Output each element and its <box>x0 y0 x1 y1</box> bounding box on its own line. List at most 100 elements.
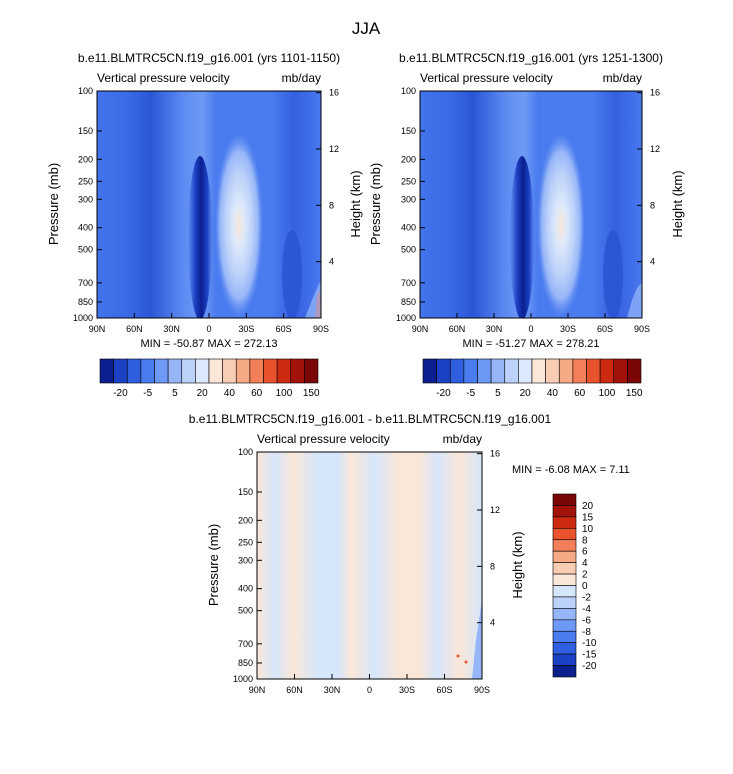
colorbar-label: 4 <box>582 558 588 569</box>
colorbar-swatch <box>518 358 533 384</box>
pressure-tick-label: 400 <box>401 223 416 233</box>
panel-right-units: mb/day <box>603 71 642 85</box>
latitude-tick-label: 0 <box>528 324 533 334</box>
colorbar-label: 6 <box>582 547 588 558</box>
latitude-tick-label: 0 <box>367 685 372 695</box>
colorbar-label: -20 <box>582 661 597 672</box>
panel-right-ylabel: Pressure (mb) <box>368 163 383 245</box>
latitude-tick-label: 60N <box>286 685 303 695</box>
pressure-tick-label: 100 <box>78 86 93 96</box>
colorbar-label: 8 <box>582 535 588 546</box>
colorbar-swatch <box>552 653 577 666</box>
latitude-tick-label: 90N <box>89 324 106 334</box>
height-tick-label: 8 <box>329 200 334 210</box>
colorbar-swatch <box>552 528 577 541</box>
latitude-tick-label: 60N <box>126 324 143 334</box>
pressure-tick-label: 150 <box>401 126 416 136</box>
colorbar-swatch <box>504 358 519 384</box>
colorbar-swatch <box>552 608 577 621</box>
colorbar-swatch <box>99 358 114 384</box>
colorbar-label: -4 <box>582 604 591 615</box>
panel-diff-pressure-ticks: 100 150 200 250 300 400 500 700 850 1000 16 12 8 4 90N… <box>233 447 500 695</box>
pressure-tick-label: 100 <box>401 86 416 96</box>
pressure-tick-label: 300 <box>238 555 253 565</box>
colorbar-swatch <box>545 358 560 384</box>
pressure-tick-label: 1000 <box>396 313 416 323</box>
panel-right-variable: Vertical pressure velocity <box>420 71 553 85</box>
height-tick-label: 12 <box>490 505 500 515</box>
colorbar-swatch <box>276 358 292 384</box>
height-tick-label: 4 <box>650 257 655 267</box>
colorbar-swatch <box>552 516 577 529</box>
colorbar-swatch <box>167 358 183 384</box>
colorbar-swatch <box>126 358 142 384</box>
colorbar-swatch <box>208 358 223 384</box>
colorbar-label: 60 <box>574 388 586 399</box>
colorbar-swatch <box>477 358 492 384</box>
panel-left-variable: Vertical pressure velocity <box>97 71 230 85</box>
pressure-tick-label: 150 <box>78 126 93 136</box>
colorbar-label: 150 <box>303 388 320 399</box>
pressure-tick-label: 500 <box>238 606 253 616</box>
panel-left-colorbar: -20 -5 5 20 40 60 100 150 <box>99 358 320 399</box>
panel-right: b.e11.BLMTRC5CN.f19_g16.001 (yrs 1251-13… <box>368 51 685 399</box>
pressure-tick-label: 850 <box>401 297 416 307</box>
panel-diff-ylabel-right: Height (km) <box>510 531 525 598</box>
panel-right-ylabel-right: Height (km) <box>670 170 685 237</box>
colorbar-label: -20 <box>113 388 128 399</box>
pressure-tick-label: 1000 <box>73 313 93 323</box>
height-tick-label: 4 <box>329 257 334 267</box>
pressure-tick-label: 400 <box>78 223 93 233</box>
colorbar-label: 5 <box>495 388 501 399</box>
pressure-tick-label: 850 <box>78 297 93 307</box>
colorbar-label: 5 <box>172 388 178 399</box>
colorbar-swatch <box>552 619 577 632</box>
pressure-tick-label: 700 <box>238 639 253 649</box>
panel-diff-ylabel: Pressure (mb) <box>206 524 221 606</box>
height-tick-label: 8 <box>490 561 495 571</box>
panel-left-title: b.e11.BLMTRC5CN.f19_g16.001 (yrs 1101-11… <box>78 51 340 65</box>
panel-left-pressure-ticks: 100 150 200 250 300 400 500 700 850 1000 16 12 8 4 90N… <box>73 86 339 334</box>
colorbar-swatch <box>627 358 642 384</box>
panel-diff-field <box>257 452 482 679</box>
pressure-tick-label: 400 <box>238 584 253 594</box>
colorbar-label: 100 <box>276 388 293 399</box>
height-tick-label: 4 <box>490 618 495 628</box>
panel-right-colorbar: -20 -5 5 20 40 60 100 150 <box>422 358 643 399</box>
colorbar-swatch <box>181 358 196 384</box>
height-tick-label: 8 <box>650 200 655 210</box>
colorbar-swatch <box>436 358 451 384</box>
colorbar-swatch <box>552 493 577 506</box>
colorbar-swatch <box>222 358 237 384</box>
pressure-tick-label: 250 <box>401 176 416 186</box>
pressure-tick-label: 850 <box>238 658 253 668</box>
panel-left-stats: MIN = -50.87 MAX = 272.13 <box>141 338 278 350</box>
colorbar-label: -20 <box>436 388 451 399</box>
colorbar-label: 40 <box>547 388 559 399</box>
latitude-tick-label: 30S <box>399 685 415 695</box>
pressure-tick-label: 100 <box>238 447 253 457</box>
colorbar-swatch <box>552 585 577 598</box>
colorbar-label: 2 <box>582 570 588 581</box>
panel-left-units: mb/day <box>282 71 321 85</box>
colorbar-swatch <box>463 358 478 384</box>
pressure-tick-label: 250 <box>238 537 253 547</box>
colorbar-label: 40 <box>224 388 236 399</box>
height-tick-label: 12 <box>329 144 339 154</box>
colorbar-swatch <box>552 539 577 552</box>
colorbar-label: -6 <box>582 615 591 626</box>
pressure-tick-label: 150 <box>238 487 253 497</box>
colorbar-label: -5 <box>466 388 475 399</box>
colorbar-label: 150 <box>626 388 643 399</box>
colorbar-swatch <box>304 358 319 384</box>
latitude-tick-label: 90N <box>249 685 266 695</box>
latitude-tick-label: 90S <box>474 685 490 695</box>
colorbar-swatch <box>552 550 577 563</box>
pressure-tick-label: 500 <box>401 245 416 255</box>
panel-left-ylabel-right: Height (km) <box>348 170 363 237</box>
panel-diff-title: b.e11.BLMTRC5CN.f19_g16.001 - b.e11.BLMT… <box>189 412 552 426</box>
latitude-tick-label: 30N <box>163 324 180 334</box>
colorbar-label: 20 <box>520 388 532 399</box>
panel-right-pressure-ticks: 100 150 200 250 300 400 500 700 850 1000 16 12 8 4 90N… <box>396 86 660 334</box>
latitude-tick-label: 30S <box>238 324 254 334</box>
